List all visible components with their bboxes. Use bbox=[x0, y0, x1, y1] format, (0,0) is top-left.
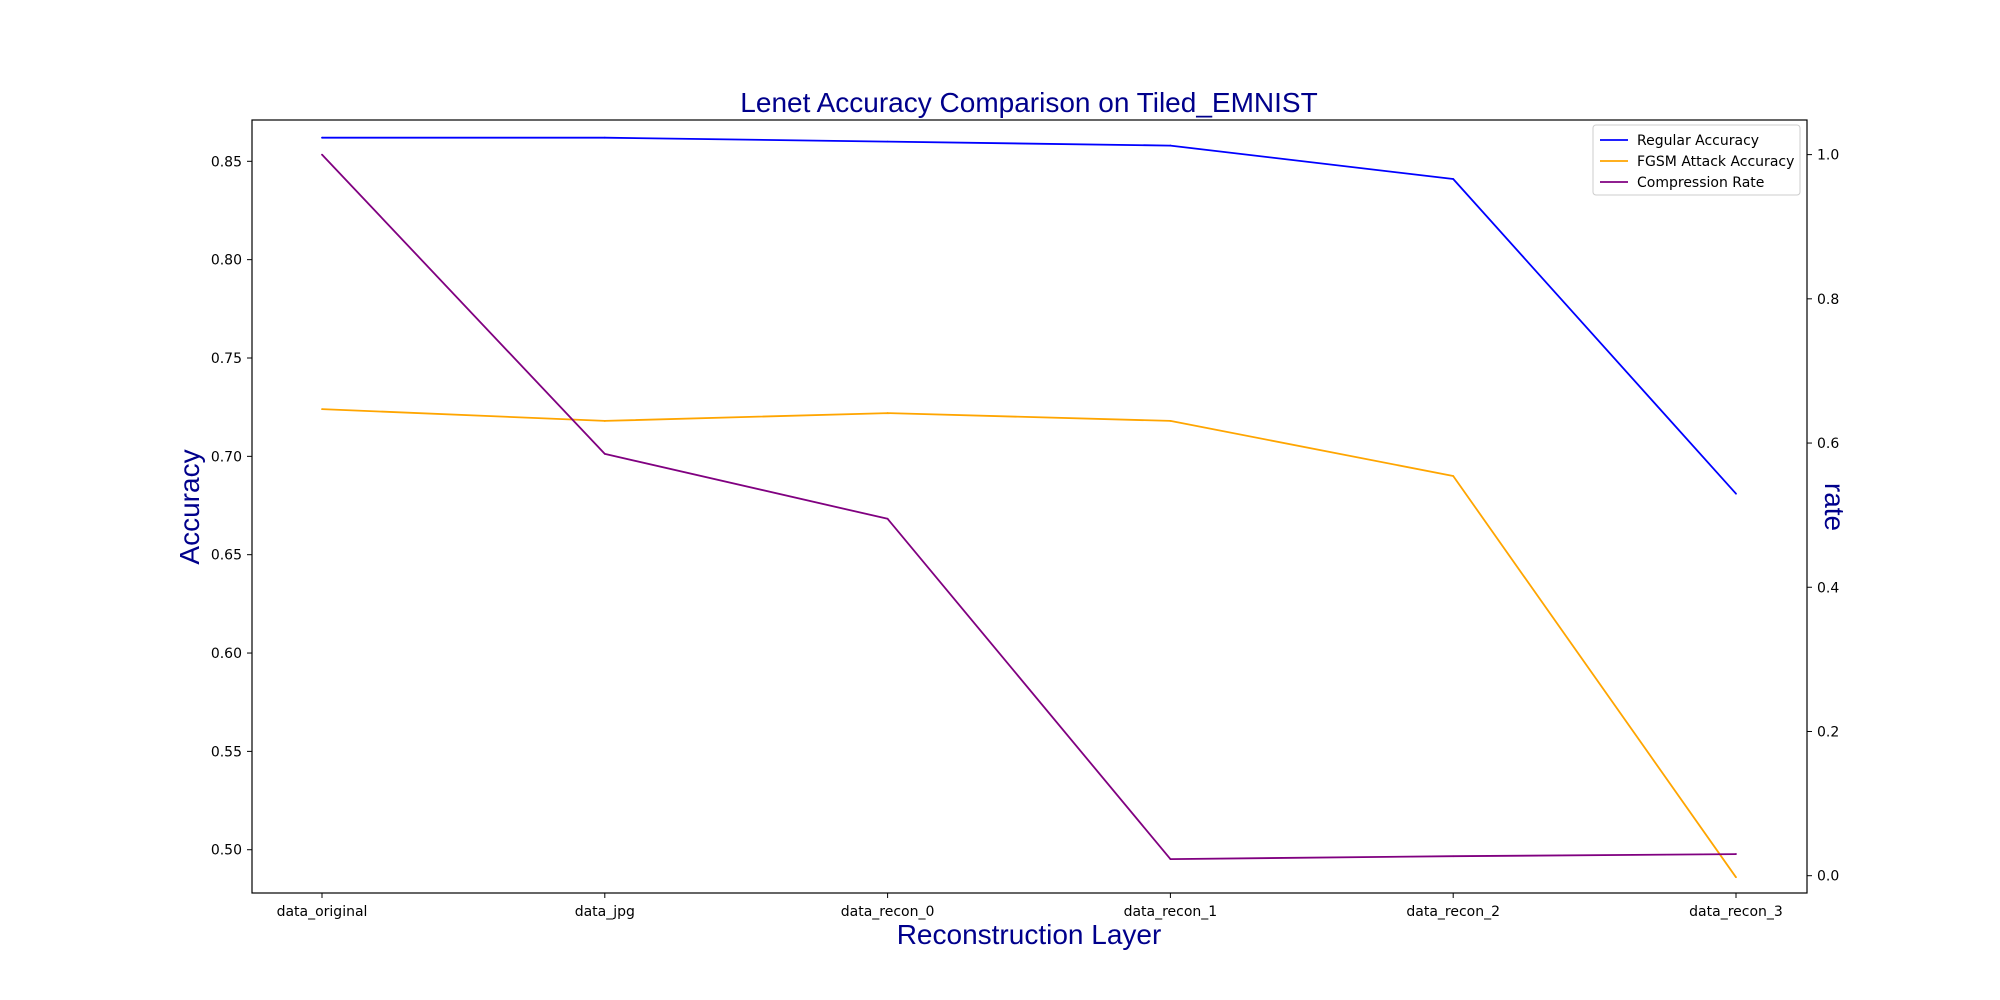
series-lines bbox=[321, 136, 1737, 879]
y-tick-label-right: 0.6 bbox=[1817, 436, 1839, 452]
y-tick-label-right: 1.0 bbox=[1817, 148, 1839, 164]
y-tick-label-right: 0.4 bbox=[1817, 580, 1839, 596]
x-axis: data_original data_jpg data_recon_0 data_re… bbox=[277, 893, 1783, 920]
y-tick-label-left: 0.80 bbox=[211, 253, 242, 269]
data-point-regular-accuracy bbox=[603, 136, 606, 139]
data-point-regular-accuracy bbox=[1735, 492, 1737, 495]
plot-area bbox=[251, 119, 1808, 894]
data-point-fgsm-attack-accuracy bbox=[886, 412, 889, 414]
y-tick-label-left: 0.50 bbox=[211, 843, 242, 859]
y-tick-label-right: 0.0 bbox=[1817, 869, 1839, 885]
legend-box bbox=[1592, 124, 1801, 196]
x-axis-title: Reconstruction Layer bbox=[897, 919, 1162, 950]
data-point-compression-rate bbox=[321, 153, 323, 156]
x-tick-label: data_recon_2 bbox=[1406, 904, 1500, 920]
x-tick-label: data_original bbox=[277, 904, 368, 920]
data-point-fgsm-attack-accuracy bbox=[1735, 876, 1737, 879]
data-point-compression-rate bbox=[1169, 858, 1172, 861]
data-point-fgsm-attack-accuracy bbox=[603, 420, 606, 422]
legend-label-fgsm-attack-accuracy: FGSM Attack Accuracy bbox=[1637, 154, 1794, 170]
y-axis-title-left: Accuracy bbox=[174, 449, 205, 564]
data-point-fgsm-attack-accuracy bbox=[321, 408, 323, 411]
right-y-axis: 0.0 0.2 0.4 0.6 0.8 1.0 bbox=[1807, 148, 1839, 885]
y-tick-label-left: 0.85 bbox=[211, 154, 242, 170]
data-point-compression-rate bbox=[1735, 853, 1737, 855]
data-point-fgsm-attack-accuracy bbox=[1169, 420, 1172, 422]
legend: Regular Accuracy FGSM Attack Accuracy Comp… bbox=[1592, 124, 1801, 196]
data-point-regular-accuracy bbox=[886, 140, 889, 143]
x-tick-label: data_recon_0 bbox=[841, 904, 935, 920]
series-line-fgsm-attack-accuracy bbox=[321, 408, 1737, 878]
chart-title: Lenet Accuracy Comparison on Tiled_EMNIS… bbox=[740, 87, 1317, 118]
data-point-regular-accuracy bbox=[1452, 178, 1455, 180]
data-point-regular-accuracy bbox=[1169, 144, 1172, 147]
data-point-compression-rate bbox=[603, 452, 606, 455]
x-tick-label: data_recon_1 bbox=[1124, 904, 1218, 920]
legend-label-regular-accuracy: Regular Accuracy bbox=[1637, 133, 1759, 149]
y-tick-label-right: 0.8 bbox=[1817, 292, 1839, 308]
y-tick-label-left: 0.65 bbox=[211, 548, 242, 564]
y-tick-label-left: 0.75 bbox=[211, 351, 242, 367]
data-point-fgsm-attack-accuracy bbox=[1452, 475, 1455, 477]
y-axis-title-right: rate bbox=[1819, 483, 1850, 531]
data-point-compression-rate bbox=[886, 517, 889, 520]
y-tick-label-right: 0.2 bbox=[1817, 724, 1839, 740]
series-line-compression-rate bbox=[321, 153, 1737, 860]
left-y-axis: 0.50 0.55 0.60 0.65 0.70 0.75 0.80 0.85 bbox=[211, 154, 252, 859]
series-line-regular-accuracy bbox=[322, 136, 1737, 495]
x-tick-label: data_jpg bbox=[575, 904, 635, 920]
data-point-compression-rate bbox=[1452, 855, 1455, 858]
x-tick-label: data_recon_3 bbox=[1689, 904, 1783, 920]
y-tick-label-left: 0.60 bbox=[211, 646, 242, 662]
legend-label-compression-rate: Compression Rate bbox=[1637, 175, 1764, 191]
y-tick-label-left: 0.70 bbox=[211, 449, 242, 465]
y-tick-label-left: 0.55 bbox=[211, 744, 242, 760]
data-point-regular-accuracy bbox=[321, 136, 323, 139]
